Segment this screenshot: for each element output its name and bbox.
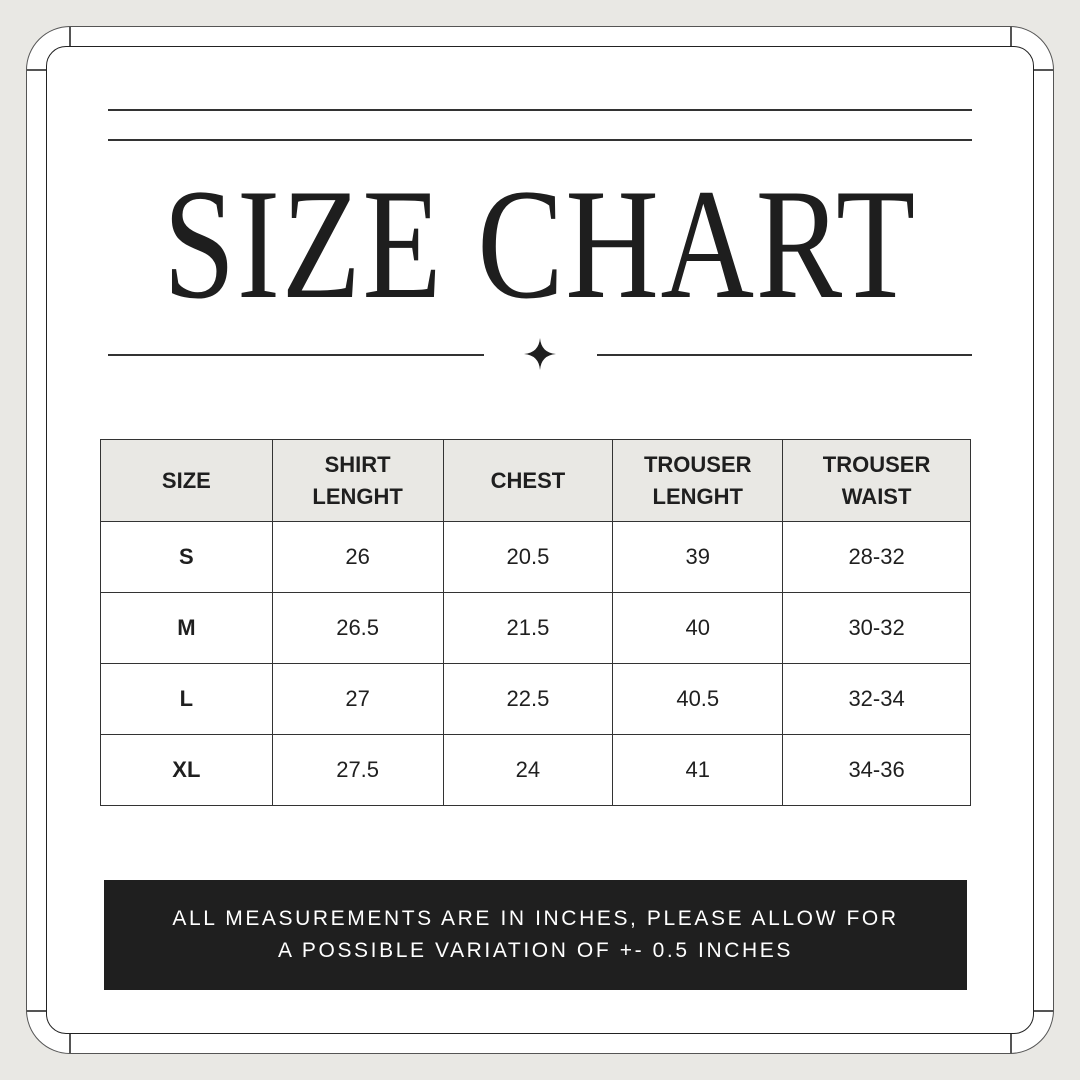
corner-tick: [69, 1034, 71, 1054]
value-cell: 40.5: [612, 663, 784, 735]
value-cell: 30-32: [782, 592, 971, 664]
top-rule: [108, 139, 972, 141]
corner-tick: [1010, 1034, 1012, 1054]
size-cell: XL: [100, 734, 273, 806]
corner-tick: [69, 26, 71, 46]
column-header-line: SIZE: [161, 467, 211, 493]
column-header: CHEST: [442, 439, 614, 522]
column-header: TROUSER LENGHT: [612, 439, 784, 522]
column-header-line: SHIRT: [324, 451, 391, 477]
corner-tick: [26, 69, 46, 71]
column-header: SIZE: [100, 439, 273, 522]
table-row: XL 27.5 24 41 34-36: [100, 734, 971, 806]
note-line-2: A POSSIBLE VARIATION OF +- 0.5 INCHES: [278, 939, 793, 962]
size-cell: L: [100, 663, 273, 735]
corner-tick: [1034, 69, 1054, 71]
column-header-line: CHEST: [490, 467, 566, 493]
table-row: L 27 22.5 40.5 32-34: [100, 663, 971, 735]
value-cell: 24: [442, 734, 614, 806]
note-line-1: ALL MEASUREMENTS ARE IN INCHES, PLEASE A…: [172, 907, 899, 930]
value-cell: 28-32: [782, 521, 971, 593]
column-header-line: TROUSER: [822, 451, 931, 477]
divider-left: [108, 354, 484, 356]
table-row: S 26 20.5 39 28-32: [100, 521, 971, 593]
column-header-line: TROUSER: [643, 451, 752, 477]
table-row: M 26.5 21.5 40 30-32: [100, 592, 971, 664]
column-header-line: LENGHT: [312, 483, 403, 509]
value-cell: 20.5: [442, 521, 614, 593]
value-cell: 26.5: [271, 592, 444, 664]
measurement-note: ALL MEASUREMENTS ARE IN INCHES, PLEASE A…: [104, 880, 967, 990]
value-cell: 39: [612, 521, 784, 593]
page-title: SIZE CHART: [163, 157, 917, 332]
corner-tick: [1034, 1010, 1054, 1012]
column-header-line: WAIST: [841, 483, 912, 509]
size-cell: S: [100, 521, 273, 593]
value-cell: 26: [271, 521, 444, 593]
column-header: SHIRT LENGHT: [271, 439, 444, 522]
four-point-star-icon: [524, 338, 556, 370]
corner-tick: [1010, 26, 1012, 46]
value-cell: 27: [271, 663, 444, 735]
value-cell: 22.5: [442, 663, 614, 735]
size-cell: M: [100, 592, 273, 664]
value-cell: 40: [612, 592, 784, 664]
column-header-line: LENGHT: [652, 483, 743, 509]
top-rule: [108, 109, 972, 111]
value-cell: 32-34: [782, 663, 971, 735]
corner-tick: [26, 1010, 46, 1012]
value-cell: 27.5: [271, 734, 444, 806]
header-row: SIZE SHIRT LENGHT CHEST TROUSER LENGHT TROUSER…: [100, 439, 971, 522]
size-table: SIZE SHIRT LENGHT CHEST TROUSER LENGHT TROUSER…: [100, 439, 971, 806]
column-header: TROUSER WAIST: [782, 439, 971, 522]
value-cell: 34-36: [782, 734, 971, 806]
value-cell: 21.5: [442, 592, 614, 664]
divider-right: [597, 354, 972, 356]
value-cell: 41: [612, 734, 784, 806]
